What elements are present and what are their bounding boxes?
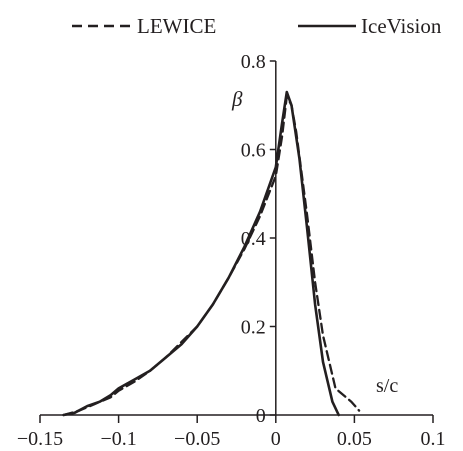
- y-tick-label: 0.8: [241, 51, 266, 73]
- legend-label-icevision: IceVision: [361, 14, 442, 38]
- x-tick-label: −0.1: [100, 428, 136, 450]
- x-tick-label: −0.15: [17, 428, 63, 450]
- x-axis-label: s/c: [376, 375, 398, 397]
- y-axis-label: β: [231, 87, 243, 111]
- series-layer: [62, 90, 361, 417]
- y-tick-label: 0: [256, 405, 266, 427]
- x-tick-label: −0.05: [174, 428, 220, 450]
- y-tick-label: 0.6: [241, 140, 266, 162]
- series-line-lewice: [62, 95, 361, 417]
- x-tick-label: 0.1: [421, 428, 446, 450]
- series-line-icevision: [62, 90, 341, 417]
- x-tick-label: 0: [271, 428, 281, 450]
- x-tick-label: 0.05: [337, 428, 372, 450]
- y-tick-label: 0.2: [241, 317, 266, 339]
- legend-label-lewice: LEWICE: [137, 14, 216, 38]
- legend: LEWICE IceVision: [72, 14, 442, 38]
